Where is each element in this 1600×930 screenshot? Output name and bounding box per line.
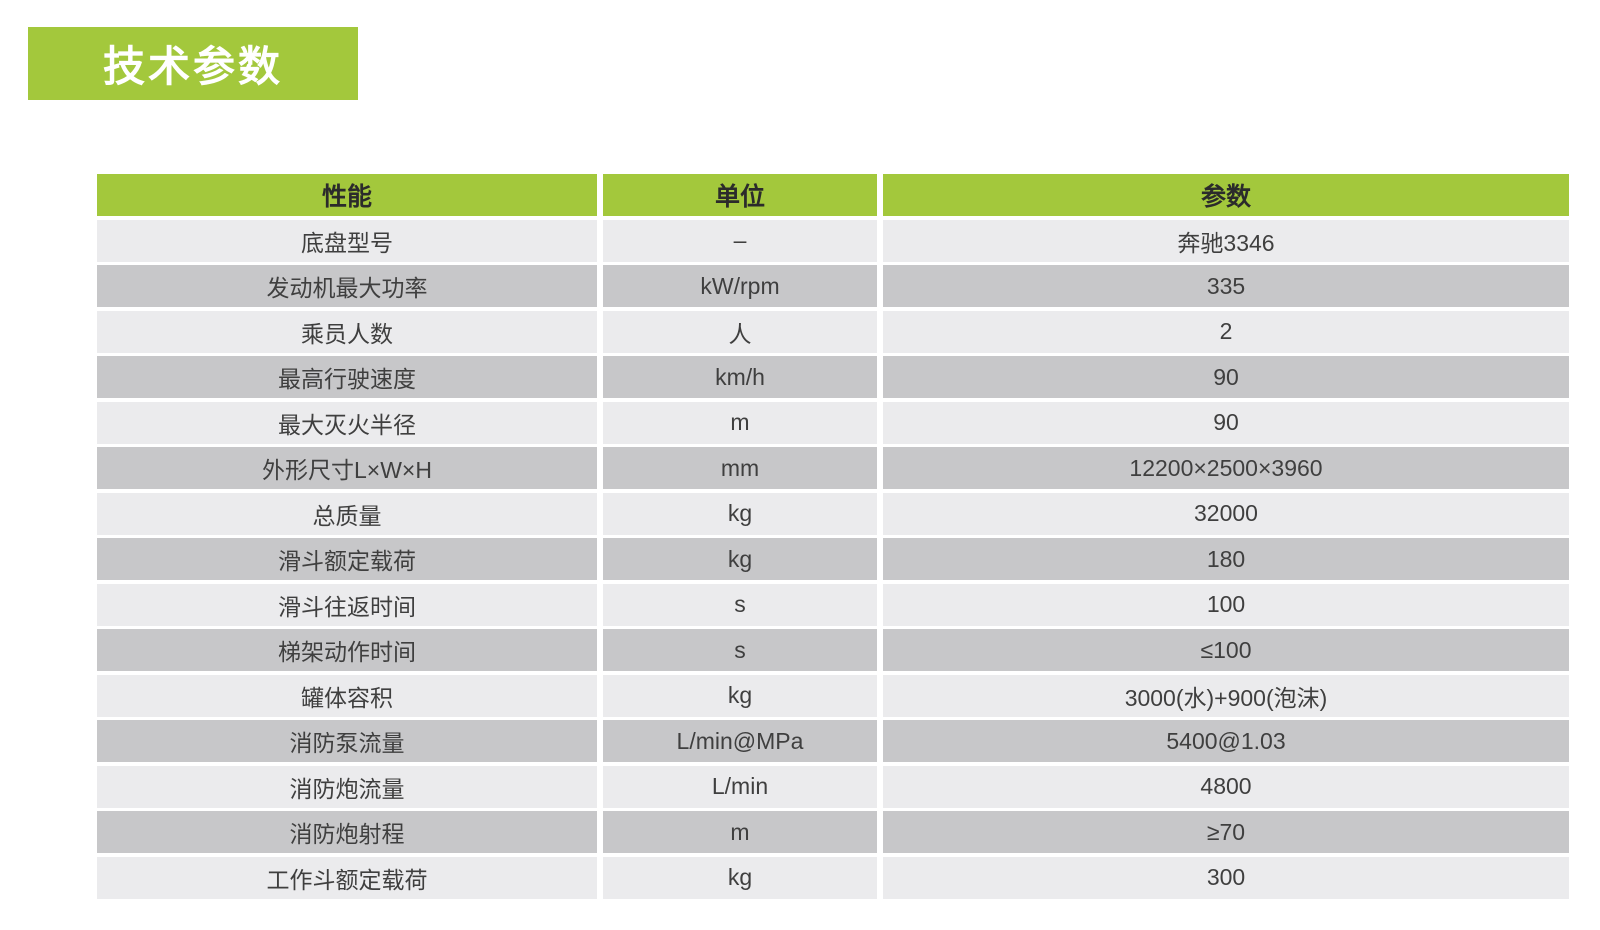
param-name-cell: 最大灭火半径 — [97, 401, 597, 444]
table-row: 外形尺寸L×W×H mm 12200×2500×3960 — [97, 447, 1569, 489]
header-unit: 单位 — [603, 174, 877, 216]
table-row: 滑斗额定载荷 kg 180 — [97, 538, 1569, 580]
param-unit-cell: kg — [603, 856, 877, 899]
param-name-cell: 消防泵流量 — [97, 720, 597, 762]
param-name-cell: 总质量 — [97, 492, 597, 535]
param-name-cell: 底盘型号 — [97, 219, 597, 262]
param-name-cell: 乘员人数 — [97, 310, 597, 353]
param-unit-cell: m — [603, 811, 877, 853]
param-unit-cell: kg — [603, 674, 877, 717]
param-name-cell: 罐体容积 — [97, 674, 597, 717]
table-row: 总质量 kg 32000 — [97, 492, 1569, 535]
param-unit-cell: L/min — [603, 765, 877, 808]
param-name-cell: 发动机最大功率 — [97, 265, 597, 307]
param-name-cell: 工作斗额定载荷 — [97, 856, 597, 899]
header-performance: 性能 — [97, 174, 597, 216]
param-value-cell: 335 — [883, 265, 1569, 307]
param-value-cell: 2 — [883, 310, 1569, 353]
param-unit-cell: s — [603, 583, 877, 626]
param-value-cell: 300 — [883, 856, 1569, 899]
param-unit-cell: km/h — [603, 356, 877, 398]
param-unit-cell: kg — [603, 538, 877, 580]
table-row: 消防炮流量 L/min 4800 — [97, 765, 1569, 808]
param-value-cell: 4800 — [883, 765, 1569, 808]
section-title: 技术参数 — [102, 43, 283, 90]
param-value-cell: ≥70 — [883, 811, 1569, 853]
table-row: 工作斗额定载荷 kg 300 — [97, 856, 1569, 899]
param-unit-cell: mm — [603, 447, 877, 489]
param-value-cell: 5400@1.03 — [883, 720, 1569, 762]
param-unit-cell: kW/rpm — [603, 265, 877, 307]
table-row: 梯架动作时间 s ≤100 — [97, 629, 1569, 671]
param-value-cell: 180 — [883, 538, 1569, 580]
table-row: 消防炮射程 m ≥70 — [97, 811, 1569, 853]
param-name-cell: 滑斗往返时间 — [97, 583, 597, 626]
param-value-cell: 100 — [883, 583, 1569, 626]
param-value-cell: 奔驰3346 — [883, 219, 1569, 262]
param-name-cell: 最高行驶速度 — [97, 356, 597, 398]
param-unit-cell: m — [603, 401, 877, 444]
table-row: 消防泵流量 L/min@MPa 5400@1.03 — [97, 720, 1569, 762]
param-value-cell: 12200×2500×3960 — [883, 447, 1569, 489]
param-unit-cell: kg — [603, 492, 877, 535]
table-row: 滑斗往返时间 s 100 — [97, 583, 1569, 626]
table-row: 最大灭火半径 m 90 — [97, 401, 1569, 444]
param-value-cell: 90 — [883, 356, 1569, 398]
param-value-cell: 3000(水)+900(泡沫) — [883, 674, 1569, 717]
section-title-badge: 技术参数 — [28, 27, 358, 100]
param-unit-cell: L/min@MPa — [603, 720, 877, 762]
param-unit-cell: s — [603, 629, 877, 671]
param-unit-cell: – — [603, 219, 877, 262]
spec-table: 性能 单位 参数 底盘型号 – 奔驰3346 发动机最大功率 kW/rpm 33… — [97, 174, 1569, 899]
table-header-row: 性能 单位 参数 — [97, 174, 1569, 216]
param-name-cell: 消防炮流量 — [97, 765, 597, 808]
table-row: 发动机最大功率 kW/rpm 335 — [97, 265, 1569, 307]
param-name-cell: 滑斗额定载荷 — [97, 538, 597, 580]
param-value-cell: 90 — [883, 401, 1569, 444]
header-parameter: 参数 — [883, 174, 1569, 216]
param-unit-cell: 人 — [603, 310, 877, 353]
table-row: 最高行驶速度 km/h 90 — [97, 356, 1569, 398]
param-name-cell: 外形尺寸L×W×H — [97, 447, 597, 489]
param-value-cell: ≤100 — [883, 629, 1569, 671]
param-value-cell: 32000 — [883, 492, 1569, 535]
param-name-cell: 消防炮射程 — [97, 811, 597, 853]
param-name-cell: 梯架动作时间 — [97, 629, 597, 671]
table-row: 底盘型号 – 奔驰3346 — [97, 219, 1569, 262]
table-row: 乘员人数 人 2 — [97, 310, 1569, 353]
table-row: 罐体容积 kg 3000(水)+900(泡沫) — [97, 674, 1569, 717]
